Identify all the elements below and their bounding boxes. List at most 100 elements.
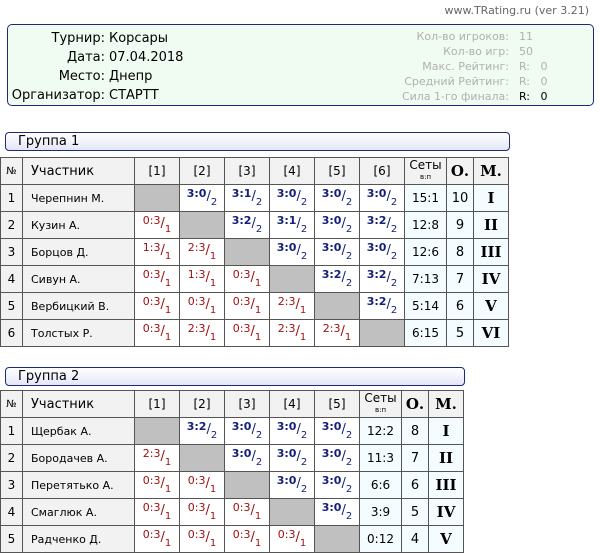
sets-ratio: 12:2: [359, 417, 402, 445]
stat-row: Макс. Рейтинг: R: 0: [279, 60, 579, 76]
sets-ratio: 7:13: [404, 265, 447, 293]
row-number: 4: [0, 498, 23, 526]
match-result: 0:3/1: [134, 319, 180, 347]
match-result: 3:2/2: [359, 265, 405, 293]
info-label: Организатор:: [11, 88, 105, 103]
table-row: 4 Смаглюк А. 0:3/1 0:3/1 0:3/1 3:0/2 3:9 5 IV: [0, 498, 464, 526]
match-result: 3:0/2: [314, 238, 360, 266]
match-result: 2:3/1: [134, 444, 180, 472]
match-result: 3:0/2: [269, 444, 315, 472]
info-label: Место:: [58, 69, 105, 84]
stat-value: 50: [519, 45, 533, 58]
row-number: 4: [0, 265, 23, 293]
sets-ratio: 11:3: [359, 444, 402, 472]
table-row: 2 Кузин А. 0:3/1 3:2/2 3:1/2 3:0/2 3:2/2 12:8 9 I…: [0, 211, 509, 239]
points: 6: [446, 292, 474, 320]
stat-value: R: 0: [519, 75, 548, 88]
info-value: Корсары: [109, 31, 169, 46]
row-number: 1: [0, 417, 23, 445]
match-result: 2:3/1: [179, 238, 225, 266]
self-cell: [359, 319, 405, 347]
match-result: 1:3/1: [179, 265, 225, 293]
table-row: 3 Перетятько А. 0:3/1 0:3/1 3:0/2 3:0/2 6:6 6 II…: [0, 471, 464, 499]
match-result: 3:0/2: [224, 444, 270, 472]
match-result: 3:1/2: [269, 211, 315, 239]
match-result: 1:3/1: [134, 238, 180, 266]
place: VI: [473, 319, 509, 347]
header-opponent: [6]: [359, 157, 405, 185]
stat-value: R: 0: [519, 90, 548, 103]
self-cell: [179, 444, 225, 472]
group-table: № Участник [1] [2] [3] [4] [5] Сеты в:п О. М. 1 Щерб…: [0, 390, 464, 553]
match-result: 0:3/1: [134, 498, 180, 526]
self-cell: [314, 525, 360, 553]
self-cell: [314, 292, 360, 320]
place: III: [428, 471, 464, 499]
match-result: 3:0/2: [269, 238, 315, 266]
table-row: 1 Щербак А. 3:2/2 3:0/2 3:0/2 3:0/2 12:2 8 I: [0, 417, 464, 445]
points: 10: [446, 184, 474, 212]
self-cell: [179, 211, 225, 239]
points: 8: [446, 238, 474, 266]
header-place: М.: [428, 390, 464, 418]
row-number: 6: [0, 319, 23, 347]
match-result: 2:3/1: [269, 319, 315, 347]
match-result: 0:3/1: [224, 292, 270, 320]
header-opponent: [2]: [179, 157, 225, 185]
header-points: О.: [446, 157, 474, 185]
sets-ratio: 0:12: [359, 525, 402, 553]
stat-label: Макс. Рейтинг:: [422, 60, 509, 73]
stat-row: Сила 1-го финала: R: 0: [279, 90, 579, 106]
match-result: 0:3/1: [224, 265, 270, 293]
place: V: [428, 525, 464, 553]
header-sets: Сеты в:п: [404, 157, 447, 185]
row-number: 1: [0, 184, 23, 212]
match-result: 0:3/1: [269, 525, 315, 553]
match-result: 0:3/1: [134, 211, 180, 239]
header-row: № Участник [1] [2] [3] [4] [5] [6] Сеты в:п О. М.: [0, 157, 509, 185]
match-result: 3:2/2: [314, 265, 360, 293]
match-result: 0:3/1: [179, 292, 225, 320]
table-row: 6 Толстых Р. 0:3/1 2:3/1 0:3/1 2:3/1 2:3/1 6:15…: [0, 319, 509, 347]
table-row: 1 Черепнин М. 3:0/2 3:1/2 3:0/2 3:0/2 3:0/2 15:…: [0, 184, 509, 212]
stat-row: Кол-во игроков: 11: [279, 30, 579, 46]
participant-name: Радченко Д.: [22, 525, 135, 553]
place: I: [473, 184, 509, 212]
match-result: 3:0/2: [269, 417, 315, 445]
match-result: 3:0/2: [314, 444, 360, 472]
self-cell: [224, 238, 270, 266]
sets-ratio: 6:15: [404, 319, 447, 347]
match-result: 3:0/2: [359, 184, 405, 212]
match-result: 3:0/2: [314, 498, 360, 526]
match-result: 3:0/2: [314, 417, 360, 445]
info-row: Турнир: Корсары: [8, 31, 268, 50]
stat-value: R: 0: [519, 60, 548, 73]
stat-label: Кол-во игроков:: [416, 30, 509, 43]
sets-ratio: 5:14: [404, 292, 447, 320]
info-value: СТАРТТ: [109, 88, 159, 103]
participant-name: Толстых Р.: [22, 319, 135, 347]
points: 7: [401, 444, 429, 472]
match-result: 3:0/2: [179, 184, 225, 212]
header-sets: Сеты в:п: [359, 390, 402, 418]
row-number: 3: [0, 471, 23, 499]
match-result: 2:3/1: [179, 319, 225, 347]
match-result: 0:3/1: [179, 498, 225, 526]
match-result: 0:3/1: [134, 265, 180, 293]
header-num: №: [0, 390, 23, 418]
points: 6: [401, 471, 429, 499]
header-opponent: [3]: [224, 390, 270, 418]
match-result: 3:0/2: [314, 211, 360, 239]
participant-name: Вербицкий В.: [22, 292, 135, 320]
match-result: 3:2/2: [179, 417, 225, 445]
place: IV: [473, 265, 509, 293]
info-value: 07.04.2018: [109, 50, 184, 65]
info-label: Дата:: [66, 50, 105, 65]
stat-row: Кол-во игр: 50: [279, 45, 579, 61]
sets-ratio: 3:9: [359, 498, 402, 526]
info-row: Организатор: СТАРТТ: [8, 88, 268, 107]
stat-row: Средний Рейтинг: R: 0: [279, 75, 579, 91]
match-result: 0:3/1: [224, 525, 270, 553]
participant-name: Кузин А.: [22, 211, 135, 239]
table-row: 4 Сивун А. 0:3/1 1:3/1 0:3/1 3:2/2 3:2/2 7:13 7 I…: [0, 265, 509, 293]
